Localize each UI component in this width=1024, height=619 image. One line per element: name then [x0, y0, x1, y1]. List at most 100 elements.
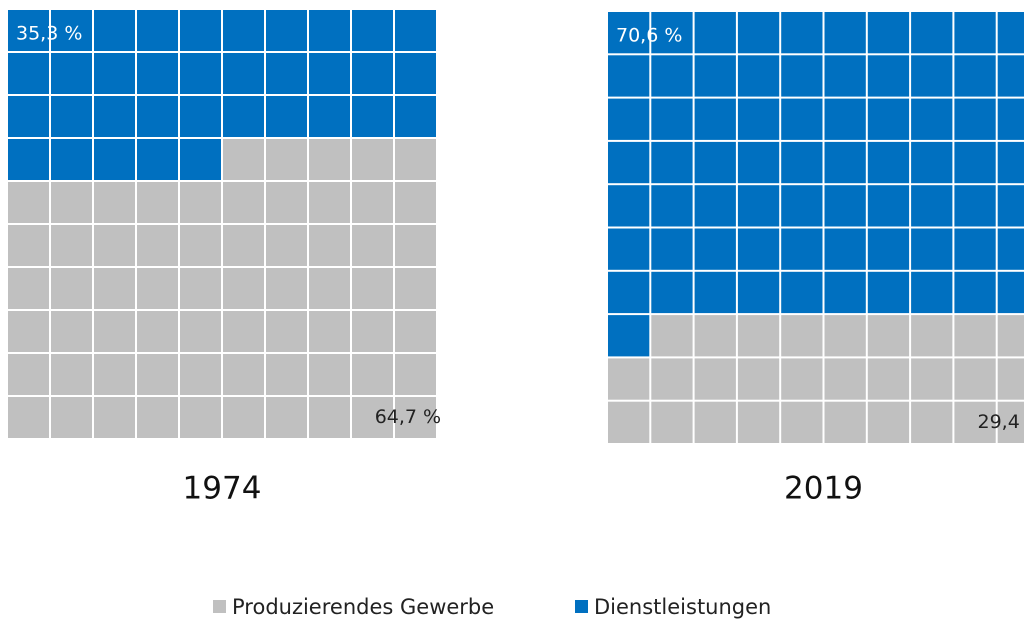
waffle-cell: [180, 139, 221, 180]
waffle-cell: [94, 10, 135, 51]
waffle-cell: [8, 354, 49, 395]
waffle-cell: [997, 315, 1024, 357]
waffle-cell: [395, 10, 436, 51]
waffle-cell: [694, 12, 736, 54]
waffle-cell: [395, 182, 436, 223]
waffle-cell: [954, 141, 996, 184]
waffle-cell: [51, 10, 92, 51]
waffle-cell: [180, 311, 221, 352]
waffle-cell: [8, 225, 49, 266]
panel-title: 2019: [784, 471, 863, 507]
waffle-cell: [694, 271, 736, 314]
waffle-cell: [266, 10, 307, 51]
waffle-cell: [8, 10, 49, 51]
waffle-cell: [266, 225, 307, 266]
legend-swatch: [575, 600, 588, 613]
waffle-cell: [180, 397, 221, 438]
waffle-cell: [51, 397, 92, 438]
waffle-cell: [911, 185, 953, 227]
waffle-cell: [395, 397, 436, 438]
waffle-cell: [781, 98, 823, 140]
waffle-cell: [395, 311, 436, 352]
waffle-cell: [608, 315, 650, 357]
waffle-cell: [266, 96, 307, 137]
waffle-cell: [309, 354, 350, 395]
waffle-cell: [954, 358, 996, 400]
waffle-cell: [8, 53, 49, 94]
waffle-cell: [51, 182, 92, 223]
waffle-cell: [824, 315, 866, 357]
waffle-cell: [694, 185, 736, 227]
waffle-cell: [8, 139, 49, 180]
waffle-cell: [737, 358, 780, 400]
waffle-cell: [309, 311, 350, 352]
waffle-cell: [223, 311, 264, 352]
waffle-cell: [309, 225, 350, 266]
waffle-cell: [180, 182, 221, 223]
waffle-cell: [954, 228, 996, 270]
waffle-cell: [137, 397, 178, 438]
waffle-cell: [94, 139, 135, 180]
waffle-cell: [737, 315, 780, 357]
waffle-cell: [694, 228, 736, 270]
waffle-cell: [781, 185, 823, 227]
waffle-cell: [352, 10, 393, 51]
waffle-cell: [737, 98, 780, 140]
waffle-cell: [824, 98, 866, 140]
waffle-cell: [608, 55, 650, 97]
waffle-cell: [954, 315, 996, 357]
waffle-cell: [8, 182, 49, 223]
waffle-cell: [781, 12, 823, 54]
waffle-cell: [651, 271, 693, 314]
waffle-cell: [954, 12, 996, 54]
waffle-cell: [352, 311, 393, 352]
waffle-cell: [137, 96, 178, 137]
waffle-cell: [608, 401, 650, 443]
waffle-cell: [651, 141, 693, 184]
waffle-cell: [694, 401, 736, 443]
waffle-cell: [352, 268, 393, 309]
waffle-cell: [137, 182, 178, 223]
panel-title: 1974: [183, 471, 262, 507]
waffle-cell: [781, 358, 823, 400]
waffle-cell: [911, 12, 953, 54]
waffle-cell: [180, 10, 221, 51]
waffle-cell: [223, 139, 264, 180]
waffle-cell: [911, 271, 953, 314]
value-label: 70,6 %: [616, 25, 682, 47]
legend-label: Dienstleistungen: [594, 595, 771, 619]
waffle-cell: [309, 397, 350, 438]
waffle-cell: [737, 55, 780, 97]
waffle-cell: [94, 397, 135, 438]
waffle-cell: [911, 228, 953, 270]
waffle-cell: [94, 53, 135, 94]
waffle-cell: [266, 182, 307, 223]
waffle-cell: [608, 12, 650, 54]
waffle-cell: [8, 397, 49, 438]
waffle-cell: [309, 96, 350, 137]
waffle-cell: [997, 228, 1024, 270]
waffle-cell: [8, 268, 49, 309]
waffle-cell: [223, 53, 264, 94]
waffle-cell: [94, 354, 135, 395]
waffle-cell: [608, 228, 650, 270]
waffle-cell: [651, 185, 693, 227]
waffle-cell: [824, 185, 866, 227]
waffle-cell: [911, 55, 953, 97]
waffle-cell: [94, 311, 135, 352]
waffle-cell: [824, 271, 866, 314]
waffle-cell: [51, 139, 92, 180]
waffle-cell: [137, 311, 178, 352]
waffle-cell: [137, 139, 178, 180]
waffle-cell: [694, 55, 736, 97]
waffle-cell: [266, 268, 307, 309]
waffle-cell: [651, 358, 693, 400]
waffle-cell: [8, 311, 49, 352]
waffle-cell: [997, 358, 1024, 400]
waffle-cell: [352, 139, 393, 180]
waffle-cell: [8, 96, 49, 137]
waffle-cell: [824, 228, 866, 270]
waffle-cell: [737, 185, 780, 227]
waffle-cell: [51, 311, 92, 352]
